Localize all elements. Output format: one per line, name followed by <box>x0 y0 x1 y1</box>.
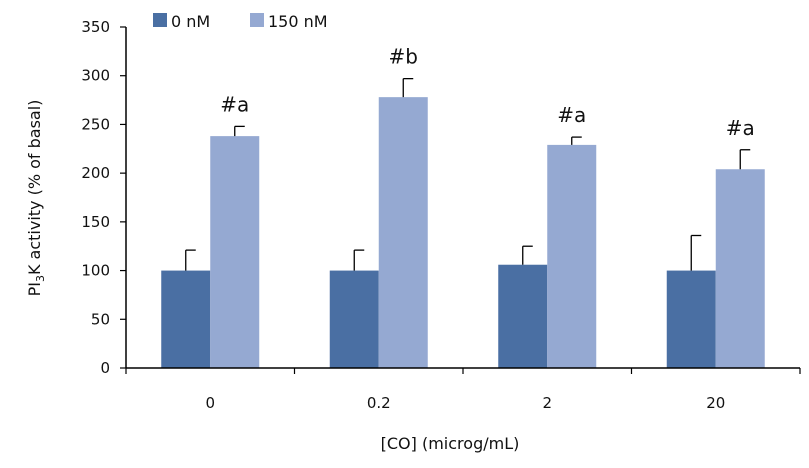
y-tick-label: 50 <box>91 310 110 328</box>
y-tick-label: 100 <box>81 262 110 280</box>
y-tick-label: 150 <box>81 213 110 231</box>
bar <box>498 264 548 368</box>
annotation-label: #a <box>726 116 755 140</box>
annotation-label: #a <box>557 103 586 127</box>
bars-layer <box>161 97 765 369</box>
legend-swatch-0-nm <box>153 13 167 27</box>
y-tick-label: 350 <box>81 18 110 36</box>
legend-label-0-nm: 0 nM <box>171 12 210 31</box>
x-tick-label: 0.2 <box>367 394 391 412</box>
annotation-label: #b <box>389 45 418 69</box>
y-ticks-layer: 0 50 100 150 200 250 300 350 <box>81 18 126 377</box>
legend-swatch-150-nm <box>250 13 264 27</box>
legend-label-150-nm: 150 nM <box>268 12 328 31</box>
y-tick-label: 0 <box>100 359 110 377</box>
y-tick-label: 250 <box>81 115 110 133</box>
x-ticks-layer: 0 0.2 2 20 <box>125 368 801 412</box>
y-axis-title: PI3K activity (% of basal) <box>25 100 47 297</box>
annotations-layer: #a #b #a #a <box>220 45 755 140</box>
error-bars-layer <box>185 77 751 271</box>
bar <box>378 97 428 369</box>
x-tick-label: 0 <box>205 394 215 412</box>
x-tick-label: 20 <box>706 394 725 412</box>
legend: 0 nM 150 nM <box>153 12 328 31</box>
x-axis-title: [CO] (microg/mL) <box>381 434 520 453</box>
bar <box>666 270 716 368</box>
bar <box>210 136 260 368</box>
x-tick-label: 2 <box>542 394 552 412</box>
bar <box>547 144 597 368</box>
annotation-label: #a <box>220 92 249 116</box>
bar <box>161 270 211 368</box>
bar <box>329 270 379 368</box>
bar <box>715 169 765 368</box>
y-tick-label: 200 <box>81 164 110 182</box>
y-tick-label: 300 <box>81 67 110 85</box>
